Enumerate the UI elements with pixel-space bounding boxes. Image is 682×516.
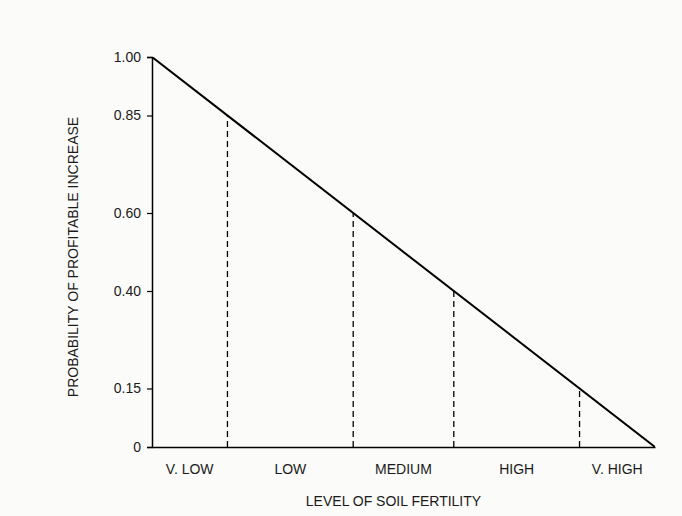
category-label: HIGH [499,461,534,477]
y-tick-label: 0.40 [114,283,141,299]
category-label: V. HIGH [592,461,643,477]
category-label: LOW [274,461,307,477]
y-tick-label: 1.00 [114,49,141,65]
y-tick: 0.85 [114,107,152,123]
y-tick: 0.15 [114,380,152,396]
y-tick-mark [147,115,152,116]
drop-line [453,291,454,447]
y-tick-label: 0.85 [114,107,141,123]
y-tick-label: 0.15 [114,380,141,396]
drop-line [227,116,228,448]
category-labels: V. LOW LOW MEDIUM HIGH V. HIGH [166,461,643,477]
y-tick: 0.40 [114,283,152,299]
y-tick: 0.60 [114,205,152,221]
chart: 0 0.15 0.40 0.60 0.85 1.00 V. LOW LOW MEDIUM HIGH… [0,0,682,516]
y-tick-mark [147,388,152,389]
y-tick: 1.00 [114,49,152,65]
y-tick: 0 [133,439,152,455]
y-tick-mark [147,213,152,214]
drop-line [353,213,354,447]
x-axis [153,447,656,448]
y-tick-label: 0 [133,439,141,455]
category-label: V. LOW [166,461,215,477]
category-label: MEDIUM [375,461,432,477]
y-axis: 0 0.15 0.40 0.60 0.85 1.00 [114,49,153,455]
y-axis-line [147,58,153,448]
y-tick-mark [147,57,152,58]
y-tick-mark [147,447,152,448]
x-axis-title: LEVEL OF SOIL FERTILITY [306,493,482,509]
data-line [152,57,655,447]
plot-area [152,57,655,447]
y-axis-title: PROBABILITY OF PROFITABLE INCREASE [65,117,81,397]
y-tick-label: 0.60 [114,205,141,221]
drop-line [579,389,580,448]
y-tick-mark [147,291,152,292]
